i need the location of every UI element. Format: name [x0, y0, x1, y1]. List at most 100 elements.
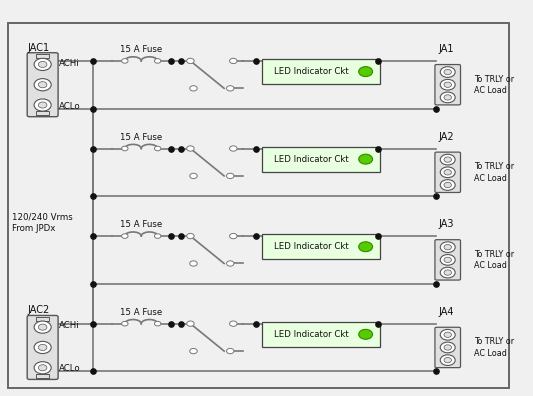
Circle shape	[440, 167, 455, 178]
Text: AC Load: AC Load	[474, 348, 507, 358]
Circle shape	[227, 173, 234, 179]
Text: AC Load: AC Load	[474, 86, 507, 95]
Text: LED Indicator Ckt: LED Indicator Ckt	[274, 155, 349, 164]
FancyBboxPatch shape	[27, 316, 58, 379]
Text: JA1: JA1	[438, 44, 454, 54]
Text: ACLo: ACLo	[59, 364, 80, 373]
FancyBboxPatch shape	[27, 53, 58, 117]
Circle shape	[190, 348, 197, 354]
Circle shape	[155, 146, 161, 151]
Text: To TRLY or: To TRLY or	[474, 249, 514, 259]
Circle shape	[190, 86, 197, 91]
Circle shape	[444, 95, 451, 100]
Circle shape	[190, 261, 197, 266]
Circle shape	[38, 345, 47, 350]
Circle shape	[444, 270, 451, 275]
FancyBboxPatch shape	[262, 234, 380, 259]
Text: To TRLY or: To TRLY or	[474, 162, 514, 171]
Circle shape	[187, 146, 194, 151]
Circle shape	[440, 342, 455, 353]
Text: To TRLY or: To TRLY or	[474, 74, 514, 84]
Text: 15 A Fuse: 15 A Fuse	[120, 45, 163, 54]
Circle shape	[440, 92, 455, 103]
Text: 15 A Fuse: 15 A Fuse	[120, 308, 163, 317]
FancyBboxPatch shape	[435, 152, 461, 192]
Circle shape	[227, 86, 234, 91]
Bar	[36, 317, 49, 321]
Text: JA2: JA2	[438, 131, 454, 142]
Circle shape	[359, 329, 373, 339]
Circle shape	[34, 99, 51, 111]
Circle shape	[444, 169, 451, 175]
Circle shape	[122, 322, 128, 326]
Text: 15 A Fuse: 15 A Fuse	[120, 220, 163, 229]
Circle shape	[444, 332, 451, 337]
Bar	[36, 111, 49, 115]
Circle shape	[230, 58, 237, 64]
Circle shape	[38, 61, 47, 67]
Circle shape	[440, 79, 455, 90]
Circle shape	[444, 244, 451, 250]
Circle shape	[444, 182, 451, 188]
Circle shape	[187, 58, 194, 64]
Circle shape	[440, 242, 455, 253]
Circle shape	[227, 261, 234, 266]
Circle shape	[34, 321, 51, 333]
Circle shape	[440, 255, 455, 265]
Circle shape	[122, 234, 128, 238]
Text: 120/240 Vrms: 120/240 Vrms	[12, 213, 72, 221]
Circle shape	[359, 242, 373, 252]
Circle shape	[230, 146, 237, 151]
Circle shape	[38, 324, 47, 330]
Circle shape	[190, 173, 197, 179]
Circle shape	[34, 341, 51, 354]
Circle shape	[444, 157, 451, 162]
FancyBboxPatch shape	[262, 59, 380, 84]
Text: JA4: JA4	[438, 307, 454, 317]
Circle shape	[187, 321, 194, 326]
Circle shape	[440, 67, 455, 77]
Text: To TRLY or: To TRLY or	[474, 337, 514, 346]
Circle shape	[440, 267, 455, 278]
Circle shape	[155, 234, 161, 238]
Text: AC Load: AC Load	[474, 173, 507, 183]
Circle shape	[230, 321, 237, 326]
Circle shape	[155, 59, 161, 63]
Circle shape	[122, 146, 128, 151]
Circle shape	[38, 365, 47, 371]
Text: LED Indicator Ckt: LED Indicator Ckt	[274, 330, 349, 339]
Circle shape	[444, 69, 451, 75]
FancyBboxPatch shape	[262, 322, 380, 347]
Text: LED Indicator Ckt: LED Indicator Ckt	[274, 242, 349, 251]
Text: ACHi: ACHi	[59, 59, 79, 68]
Circle shape	[38, 82, 47, 88]
Circle shape	[440, 329, 455, 340]
Circle shape	[38, 102, 47, 108]
Text: JAC2: JAC2	[28, 305, 50, 315]
Circle shape	[122, 59, 128, 63]
Circle shape	[34, 362, 51, 374]
Circle shape	[187, 233, 194, 239]
Text: LED Indicator Ckt: LED Indicator Ckt	[274, 67, 349, 76]
Circle shape	[155, 322, 161, 326]
Circle shape	[359, 154, 373, 164]
Circle shape	[34, 58, 51, 70]
FancyBboxPatch shape	[435, 65, 461, 105]
Circle shape	[444, 358, 451, 363]
Circle shape	[444, 345, 451, 350]
Bar	[36, 374, 49, 378]
Circle shape	[440, 154, 455, 165]
Circle shape	[440, 355, 455, 366]
Circle shape	[440, 180, 455, 190]
Text: From JPDx: From JPDx	[12, 224, 55, 233]
Circle shape	[444, 82, 451, 88]
FancyBboxPatch shape	[262, 147, 380, 172]
Text: ACLo: ACLo	[59, 102, 80, 111]
Text: 15 A Fuse: 15 A Fuse	[120, 133, 163, 142]
Text: JA3: JA3	[438, 219, 454, 229]
Circle shape	[230, 233, 237, 239]
Circle shape	[227, 348, 234, 354]
Text: JAC1: JAC1	[28, 42, 50, 53]
Text: AC Load: AC Load	[474, 261, 507, 270]
Circle shape	[359, 67, 373, 76]
